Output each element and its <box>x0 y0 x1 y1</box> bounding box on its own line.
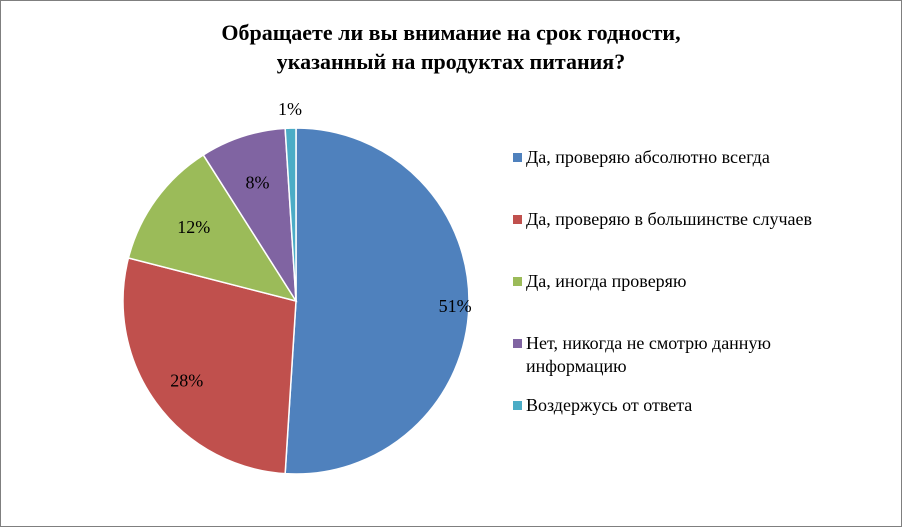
legend-item: Да, проверяю в большинстве случаев <box>513 208 893 231</box>
legend-swatch <box>513 277 522 286</box>
legend-item: Воздержусь от ответа <box>513 394 893 417</box>
chart-title-line-1: Обращаете ли вы внимание на срок годност… <box>221 20 681 45</box>
legend-item: Да, иногда проверяю <box>513 270 893 293</box>
data-label: 8% <box>246 173 270 193</box>
legend-swatch <box>513 339 522 348</box>
chart-title-line-2: указанный на продуктах питания? <box>276 49 626 74</box>
legend-swatch <box>513 215 522 224</box>
legend-swatch <box>513 401 522 410</box>
data-label: 1% <box>278 99 302 119</box>
pie-slice <box>284 127 297 302</box>
legend-label: Да, проверяю в большинстве случаев <box>526 209 812 229</box>
chart-title: Обращаете ли вы внимание на срок годност… <box>0 18 902 76</box>
legend-item: Нет, никогда не смотрю данную информацию <box>513 332 843 378</box>
legend-label: Нет, никогда не смотрю данную информацию <box>526 333 771 376</box>
pie-slices <box>122 127 470 475</box>
data-label: 51% <box>439 296 472 316</box>
legend-label: Да, иногда проверяю <box>526 271 687 291</box>
pie-slice <box>122 257 297 475</box>
data-label: 12% <box>177 217 210 237</box>
pie-data-labels: 51% 28% 12% 8% 1% <box>170 99 471 390</box>
legend-item: Да, проверяю абсолютно всегда <box>513 146 893 169</box>
legend-label: Воздержусь от ответа <box>526 395 693 415</box>
legend-label: Да, проверяю абсолютно всегда <box>526 147 770 167</box>
legend-swatch <box>513 153 522 162</box>
pie-slice <box>127 153 298 303</box>
data-label: 28% <box>170 370 203 390</box>
pie-slice <box>284 127 470 475</box>
